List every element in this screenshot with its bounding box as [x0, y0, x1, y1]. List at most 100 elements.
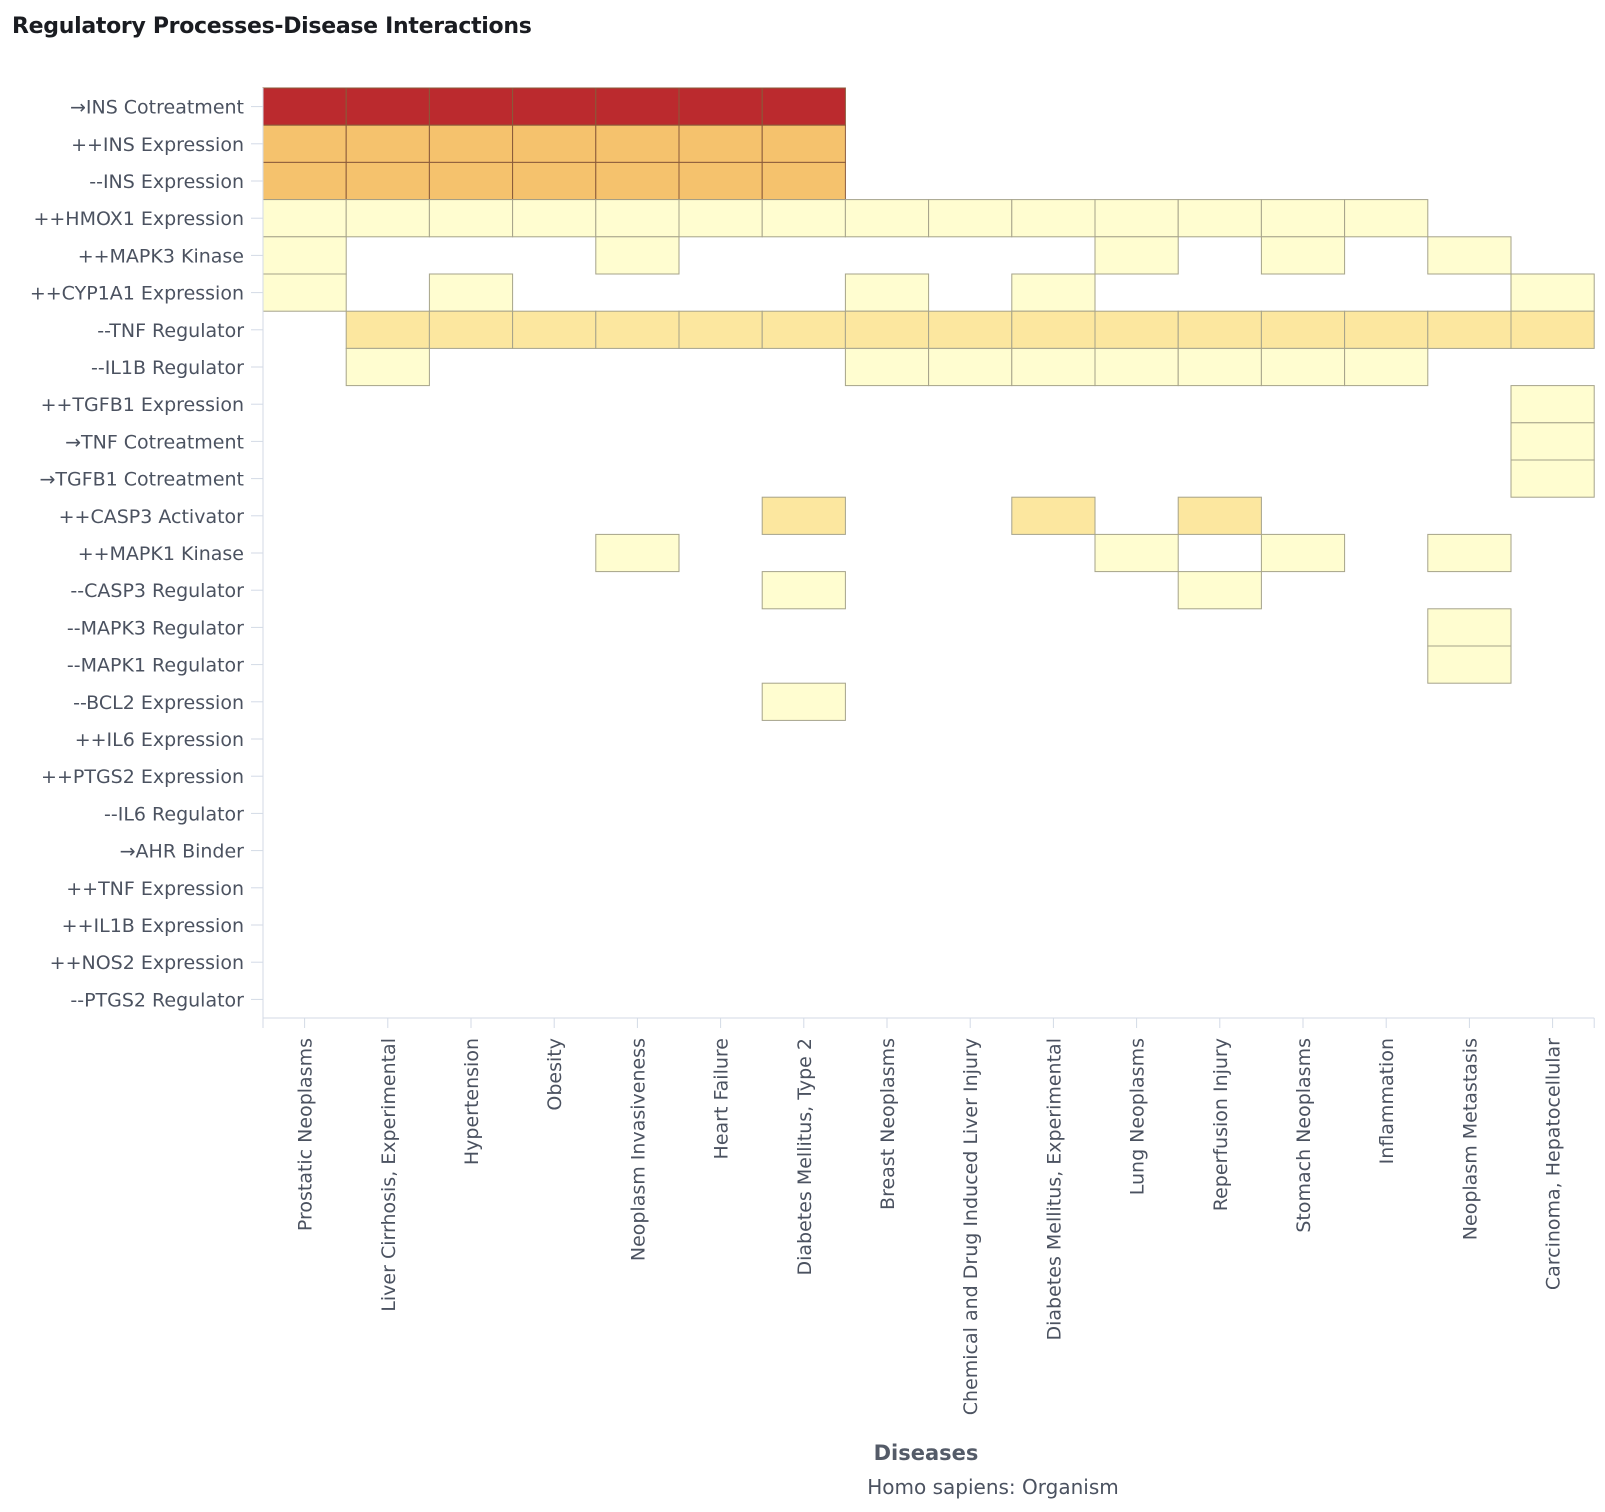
heatmap-cell[interactable]	[678, 124, 763, 163]
heatmap-cell[interactable]	[428, 161, 514, 201]
heatmap-cell[interactable]	[1094, 236, 1179, 275]
heatmap-cell[interactable]	[1344, 347, 1429, 387]
heatmap-cell[interactable]	[595, 310, 680, 349]
heatmap-cell[interactable]	[761, 124, 846, 163]
heatmap-cell[interactable]	[1260, 347, 1346, 387]
x-axis-label: Stomach Neoplasms	[1293, 1038, 1315, 1233]
heatmap-cell[interactable]	[1011, 273, 1096, 312]
heatmap-cell[interactable]	[678, 87, 763, 126]
chart-subtitle: Homo sapiens: Organism	[867, 1475, 1118, 1499]
heatmap-cell[interactable]	[1260, 533, 1346, 573]
heatmap-cell[interactable]	[761, 310, 846, 349]
x-axis-label: Heart Failure	[711, 1038, 733, 1159]
heatmap-cell[interactable]	[1510, 273, 1595, 312]
heatmap-cell[interactable]	[844, 199, 930, 238]
heatmap-cell[interactable]	[1011, 310, 1096, 349]
heatmap-cell[interactable]	[761, 161, 846, 201]
x-axis-title: Diseases	[874, 1441, 979, 1465]
heatmap-cell[interactable]	[428, 124, 514, 163]
heatmap-cell[interactable]	[345, 347, 430, 387]
heatmap-cell[interactable]	[428, 87, 514, 126]
heatmap-cell[interactable]	[262, 87, 347, 126]
heatmap-cell[interactable]	[1094, 533, 1179, 573]
heatmap-cell[interactable]	[1094, 347, 1179, 387]
heatmap-cell[interactable]	[761, 199, 846, 238]
heatmap-cell[interactable]	[928, 347, 1013, 387]
heatmap-cell[interactable]	[262, 161, 347, 201]
heatmap-cell[interactable]	[512, 199, 597, 238]
heatmap-cell[interactable]	[761, 571, 846, 610]
heatmap-cell[interactable]	[1094, 199, 1179, 238]
heatmap-cell[interactable]	[595, 87, 680, 126]
x-axis-label: Hypertension	[461, 1038, 483, 1165]
y-axis-label: →TGFB1 Cotreatment	[39, 469, 244, 491]
heatmap-cell[interactable]	[1427, 533, 1512, 573]
heatmap-cell[interactable]	[428, 273, 514, 312]
x-axis-label: Neoplasm Invasiveness	[627, 1038, 649, 1261]
heatmap-cell[interactable]	[1011, 199, 1096, 238]
heatmap-cell[interactable]	[678, 199, 763, 238]
heatmap-cell[interactable]	[1177, 347, 1262, 387]
x-axis-labels: Prostatic Neoplasms Liver Cirrhosis, Expe…	[295, 1038, 1565, 1415]
heatmap-cell[interactable]	[1177, 199, 1262, 238]
heatmap-cell[interactable]	[595, 236, 680, 275]
heatmap-cell[interactable]	[1510, 385, 1595, 424]
y-axis-label: --IL6 Regulator	[104, 803, 244, 825]
heatmap-cell[interactable]	[262, 199, 347, 238]
heatmap-cell[interactable]	[595, 199, 680, 238]
heatmap-cell[interactable]	[928, 310, 1013, 349]
heatmap-cell[interactable]	[262, 236, 347, 275]
heatmap-cell[interactable]	[678, 310, 763, 349]
heatmap-cell[interactable]	[428, 310, 514, 349]
heatmap-cell[interactable]	[345, 199, 430, 238]
heatmap-cell[interactable]	[844, 310, 930, 349]
heatmap-cell[interactable]	[1094, 310, 1179, 349]
heatmap-cell[interactable]	[1177, 496, 1262, 535]
heatmap-cell[interactable]	[595, 533, 680, 573]
heatmap-cell[interactable]	[345, 87, 430, 126]
heatmap-cell[interactable]	[512, 87, 597, 126]
heatmap-cell[interactable]	[844, 273, 930, 312]
heatmap-cell[interactable]	[428, 199, 514, 238]
heatmap-cell[interactable]	[512, 310, 597, 349]
heatmap-cell[interactable]	[761, 682, 846, 721]
heatmap-cell[interactable]	[1510, 310, 1595, 349]
heatmap-cell[interactable]	[1427, 236, 1512, 275]
x-axis-label: Diabetes Mellitus, Type 2	[794, 1038, 816, 1276]
y-axis-label: ++IL6 Expression	[75, 729, 244, 751]
heatmap-cell[interactable]	[595, 124, 680, 163]
heatmap-cell[interactable]	[345, 161, 430, 201]
heatmap-cell[interactable]	[512, 161, 597, 201]
y-axis-label: ++HMOX1 Expression	[33, 208, 244, 230]
heatmap-cell[interactable]	[1011, 496, 1096, 535]
heatmap-cell[interactable]	[928, 199, 1013, 238]
heatmap-cell[interactable]	[1427, 645, 1512, 684]
heatmap-cell[interactable]	[761, 496, 846, 535]
y-axis-label: --TNF Regulator	[97, 320, 244, 342]
heatmap-cell[interactable]	[1177, 310, 1262, 349]
heatmap-cell[interactable]	[1260, 199, 1346, 238]
heatmap-cell[interactable]	[678, 161, 763, 201]
heatmap-cell[interactable]	[262, 273, 347, 312]
heatmap-cell[interactable]	[1427, 310, 1512, 349]
y-axis-label: ++CASP3 Activator	[59, 506, 245, 528]
heatmap-cell[interactable]	[345, 310, 430, 349]
heatmap-cell[interactable]	[1427, 608, 1512, 647]
y-axis-label: ++MAPK3 Kinase	[78, 245, 244, 267]
heatmap-cell[interactable]	[1177, 571, 1262, 610]
heatmap-cell[interactable]	[345, 124, 430, 163]
y-axis-label: --BCL2 Expression	[73, 692, 244, 714]
heatmap-cell[interactable]	[512, 124, 597, 163]
x-axis-label: Diabetes Mellitus, Experimental	[1043, 1038, 1065, 1340]
heatmap-cell[interactable]	[262, 124, 347, 163]
heatmap-cell[interactable]	[1260, 236, 1346, 275]
heatmap-cell[interactable]	[1260, 310, 1346, 349]
heatmap-cell[interactable]	[1344, 199, 1429, 238]
heatmap-cell[interactable]	[761, 87, 846, 126]
heatmap-cell[interactable]	[1344, 310, 1429, 349]
heatmap-cell[interactable]	[1011, 347, 1096, 387]
heatmap-cell[interactable]	[1510, 459, 1595, 498]
heatmap-cell[interactable]	[1510, 422, 1595, 461]
heatmap-cell[interactable]	[844, 347, 930, 387]
heatmap-cell[interactable]	[595, 161, 680, 201]
